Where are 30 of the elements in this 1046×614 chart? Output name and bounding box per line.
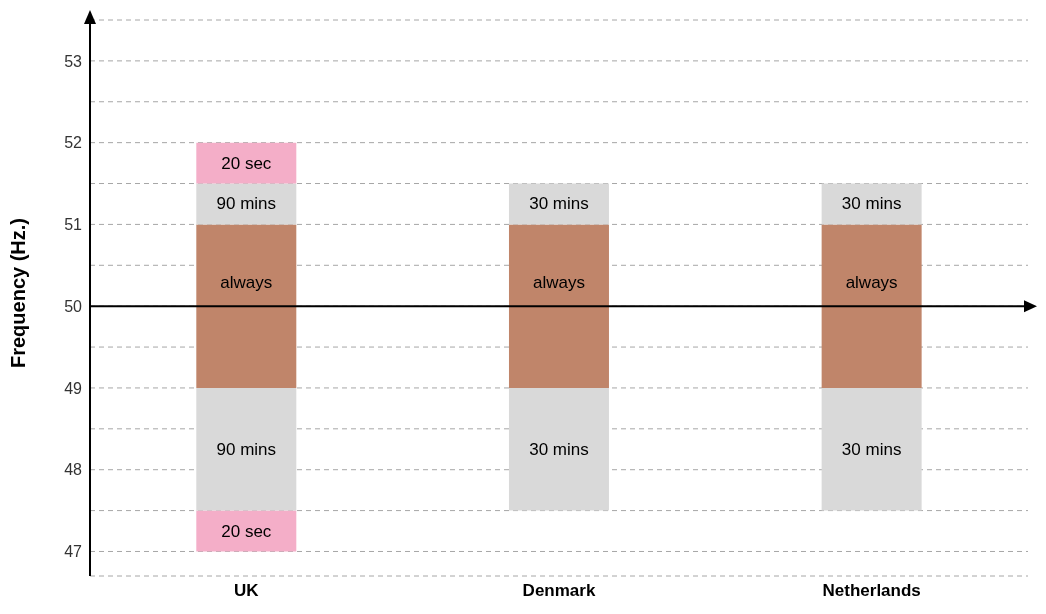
- text: 30 mins: [841, 194, 902, 214]
- bar: [196, 224, 297, 388]
- y-tick-label: 48: [64, 461, 83, 479]
- text: always: [845, 272, 898, 292]
- bar: [196, 142, 297, 184]
- text: 30 mins: [841, 439, 902, 459]
- series-label: 20 sec: [221, 153, 272, 173]
- y-tick-label: 51: [64, 216, 83, 234]
- series-label: 90 mins: [216, 439, 277, 459]
- bar: [821, 224, 922, 388]
- y-axis-title: Frequency (Hz.): [7, 217, 30, 368]
- y-tick-label: 49: [64, 379, 83, 397]
- series-label: 20 sec: [221, 521, 272, 541]
- text: always: [532, 272, 585, 292]
- x-tick-label: Netherlands: [822, 581, 921, 601]
- series-label: 30 mins: [529, 439, 589, 459]
- bar: [508, 387, 609, 511]
- bar: [196, 510, 297, 552]
- series-label: 90 mins: [216, 194, 277, 214]
- x-tick-label: UK: [234, 581, 260, 601]
- y-tick-label: 47: [64, 543, 83, 561]
- y-tick-label: 53: [64, 52, 83, 70]
- series-label: 30 mins: [529, 194, 589, 214]
- bar: [821, 387, 922, 511]
- series-label: always: [220, 272, 273, 292]
- bar: [508, 224, 609, 388]
- bar: [196, 387, 297, 511]
- y-tick-label: 50: [64, 297, 83, 315]
- x-tick-label: Denmark: [522, 581, 596, 601]
- y-tick-label: 52: [64, 134, 83, 152]
